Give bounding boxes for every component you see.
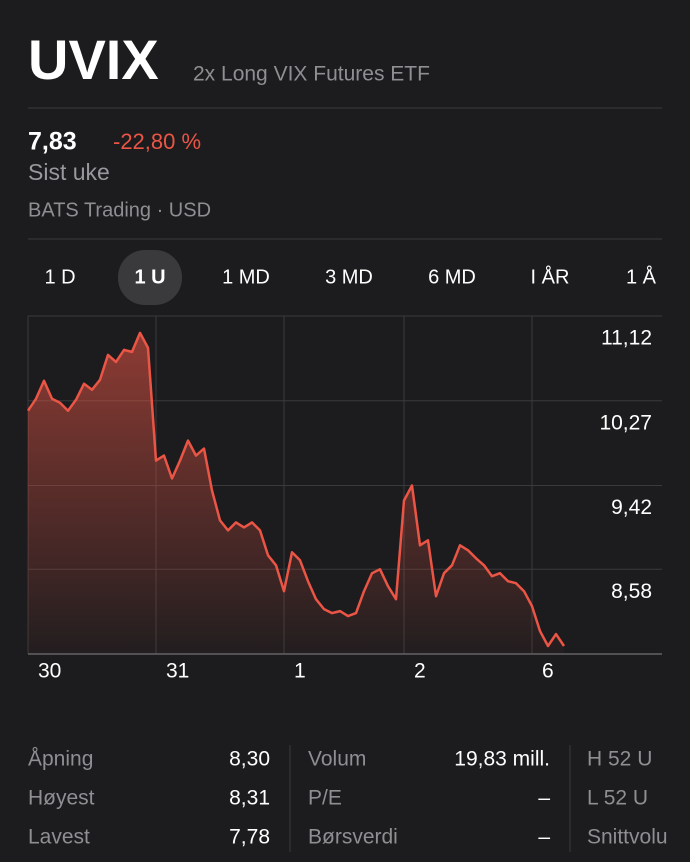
tab[interactable]: I ÅR — [531, 265, 570, 288]
stat-value: – — [538, 826, 550, 849]
stat-label: H 52 U — [587, 748, 652, 771]
tab[interactable]: 1 Å — [626, 265, 657, 288]
fund-name: 2x Long VIX Futures ETF — [193, 63, 430, 86]
stat-label: Høyest — [28, 787, 95, 810]
y-tick-label: 9,42 — [611, 496, 652, 519]
x-tick-label: 31 — [166, 660, 189, 683]
stat-value: 8,31 — [229, 787, 270, 810]
y-tick-label: 8,58 — [611, 580, 652, 603]
tab[interactable]: 1 D — [44, 266, 75, 288]
tab-selected-bg — [118, 250, 182, 305]
stat-value: – — [538, 787, 550, 810]
stat-value: 19,83 mill. — [454, 748, 550, 771]
tab[interactable]: 3 MD — [325, 266, 373, 288]
stat-label: Lavest — [28, 826, 90, 849]
x-tick-label: 2 — [414, 660, 426, 683]
stat-value: 7,78 — [229, 826, 270, 849]
stat-value: 8,30 — [229, 748, 270, 771]
stat-label: Åpning — [28, 748, 93, 771]
stat-label: Snittvolu — [587, 826, 668, 849]
change: -22,80 % — [113, 129, 201, 154]
stat-label: P/E — [308, 787, 342, 810]
symbol: UVIX — [28, 28, 159, 91]
stats: Åpning 8,30 Høyest 8,31 Lavest 7,78 Volum 19,83… — [28, 745, 668, 852]
price: 7,83 — [28, 128, 77, 156]
tab[interactable]: 1 MD — [222, 266, 270, 288]
stat-label: Volum — [308, 748, 366, 771]
exchange: BATS Trading · USD — [28, 199, 211, 221]
price-area — [28, 332, 564, 654]
stat-label: L 52 U — [587, 787, 648, 810]
tab[interactable]: 1 U — [134, 266, 165, 288]
stat-label: Børsverdi — [308, 826, 398, 849]
x-tick-label: 30 — [38, 660, 61, 683]
tab-bar: 1 D 1 U 1 MD 3 MD 6 MD I ÅR 1 Å — [44, 250, 657, 305]
price-line — [26, 331, 566, 648]
x-tick-label: 6 — [542, 660, 554, 683]
y-tick-label: 11,12 — [601, 327, 652, 350]
y-tick-label: 10,27 — [599, 411, 652, 434]
period: Sist uke — [28, 159, 110, 185]
chart: 11,12 10,27 9,42 8,58 30 31 1 2 6 — [26, 315, 662, 683]
tab[interactable]: 6 MD — [428, 266, 476, 288]
x-tick-label: 1 — [294, 660, 306, 683]
